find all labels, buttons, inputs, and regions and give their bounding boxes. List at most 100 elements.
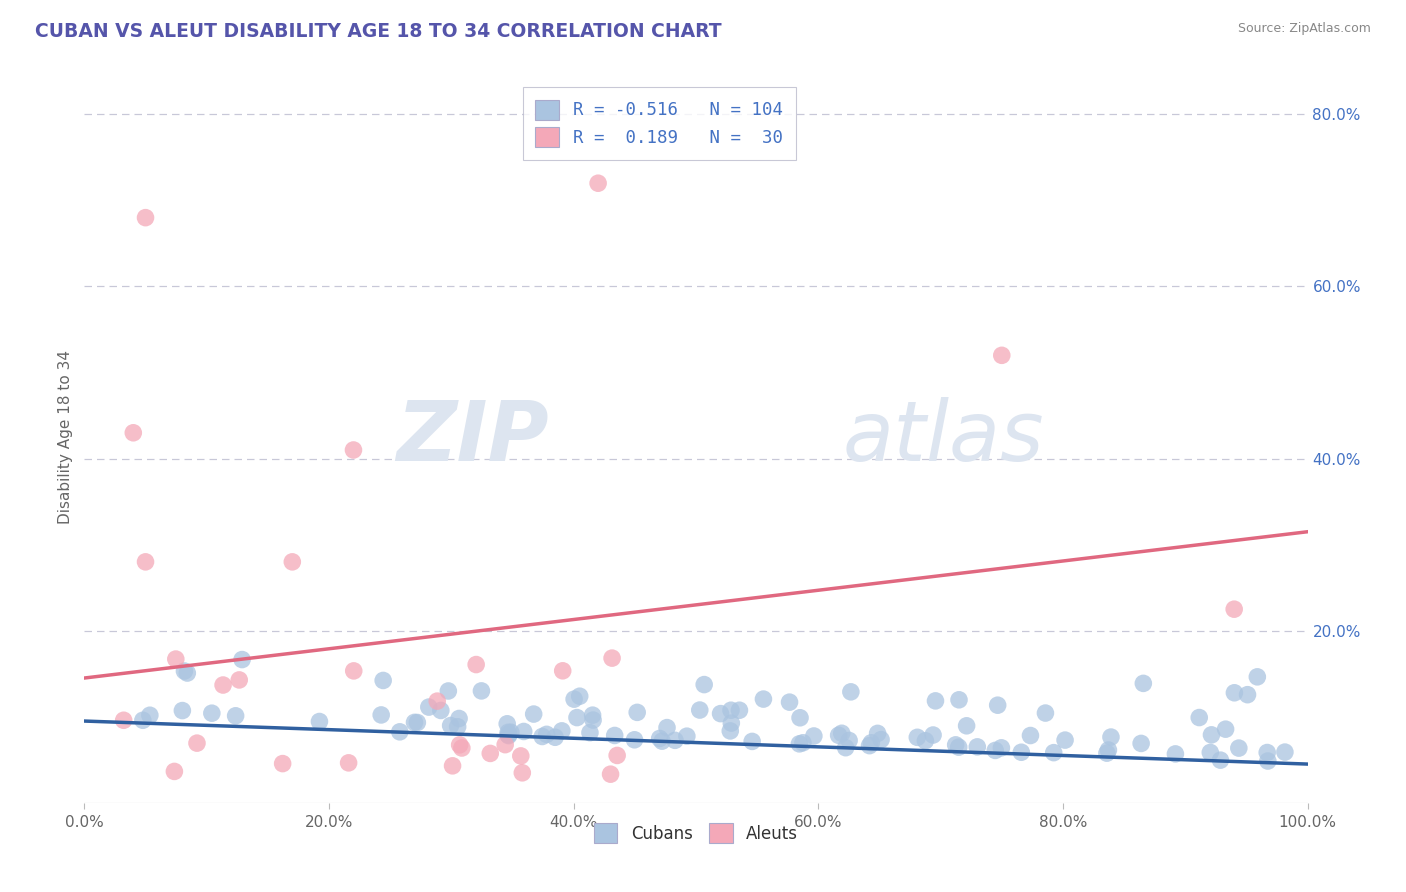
Point — [186, 736, 208, 750]
Point — [441, 759, 464, 773]
Point — [1209, 753, 1232, 767]
Point — [135, 555, 157, 569]
Point — [494, 738, 516, 752]
Point — [447, 720, 470, 734]
Point — [752, 692, 775, 706]
Point — [720, 716, 742, 731]
Point — [866, 726, 889, 740]
Point — [858, 739, 880, 753]
Point — [172, 704, 194, 718]
Point — [720, 703, 742, 717]
Point — [370, 707, 392, 722]
Point — [499, 725, 522, 739]
Point — [132, 713, 155, 727]
Point — [308, 714, 330, 729]
Point — [510, 765, 533, 780]
Point — [139, 708, 162, 723]
Point — [509, 748, 531, 763]
Point — [1199, 746, 1222, 760]
Point — [426, 694, 449, 708]
Point — [406, 715, 429, 730]
Point — [122, 425, 145, 440]
Point — [914, 733, 936, 747]
Point — [789, 711, 811, 725]
Point — [536, 727, 558, 741]
Point — [955, 719, 977, 733]
Point — [1035, 706, 1057, 720]
Point — [1054, 733, 1077, 747]
Point — [839, 685, 862, 699]
Point — [860, 736, 883, 750]
Point — [176, 666, 198, 681]
Point — [779, 695, 801, 709]
Y-axis label: Disability Age 18 to 34: Disability Age 18 to 34 — [58, 350, 73, 524]
Point — [626, 706, 648, 720]
Point — [531, 730, 554, 744]
Point — [922, 728, 945, 742]
Point — [966, 739, 988, 754]
Point — [465, 657, 488, 672]
Legend: Cubans, Aleuts: Cubans, Aleuts — [588, 817, 804, 849]
Point — [337, 756, 360, 770]
Point — [437, 684, 460, 698]
Point — [1042, 746, 1064, 760]
Point — [870, 732, 893, 747]
Point — [1215, 722, 1237, 736]
Point — [1095, 746, 1118, 760]
Point — [228, 673, 250, 687]
Point — [479, 747, 502, 761]
Point — [496, 716, 519, 731]
Point — [948, 740, 970, 755]
Point — [599, 767, 621, 781]
Point — [655, 721, 678, 735]
Point — [551, 664, 574, 678]
Point — [1097, 743, 1119, 757]
Point — [1246, 670, 1268, 684]
Point — [945, 738, 967, 752]
Point — [562, 692, 585, 706]
Point — [586, 176, 609, 190]
Point — [1274, 745, 1296, 759]
Point — [693, 677, 716, 691]
Point — [173, 664, 195, 678]
Point — [1164, 747, 1187, 761]
Point — [1223, 602, 1246, 616]
Point — [212, 678, 235, 692]
Point — [831, 726, 853, 740]
Point — [984, 743, 1007, 757]
Point — [430, 703, 453, 717]
Point — [741, 734, 763, 748]
Point — [271, 756, 294, 771]
Point — [991, 348, 1014, 362]
Point — [1201, 728, 1223, 742]
Point — [225, 708, 247, 723]
Point — [728, 703, 751, 717]
Point — [281, 555, 304, 569]
Point — [440, 718, 463, 732]
Point — [606, 748, 628, 763]
Point — [600, 651, 623, 665]
Point — [551, 723, 574, 738]
Point — [1223, 686, 1246, 700]
Point — [623, 732, 645, 747]
Point — [450, 741, 472, 756]
Point — [373, 673, 395, 688]
Point — [544, 731, 567, 745]
Point — [651, 734, 673, 748]
Point — [112, 713, 135, 727]
Point — [676, 729, 699, 743]
Point — [449, 738, 471, 752]
Text: atlas: atlas — [842, 397, 1045, 477]
Point — [498, 729, 520, 743]
Point — [1099, 730, 1122, 744]
Point — [1010, 745, 1032, 759]
Point — [512, 724, 534, 739]
Point — [1019, 729, 1042, 743]
Point — [201, 706, 224, 721]
Point — [948, 693, 970, 707]
Point — [1227, 741, 1250, 756]
Point — [1188, 710, 1211, 724]
Point — [388, 724, 411, 739]
Point — [718, 723, 741, 738]
Point — [523, 707, 546, 722]
